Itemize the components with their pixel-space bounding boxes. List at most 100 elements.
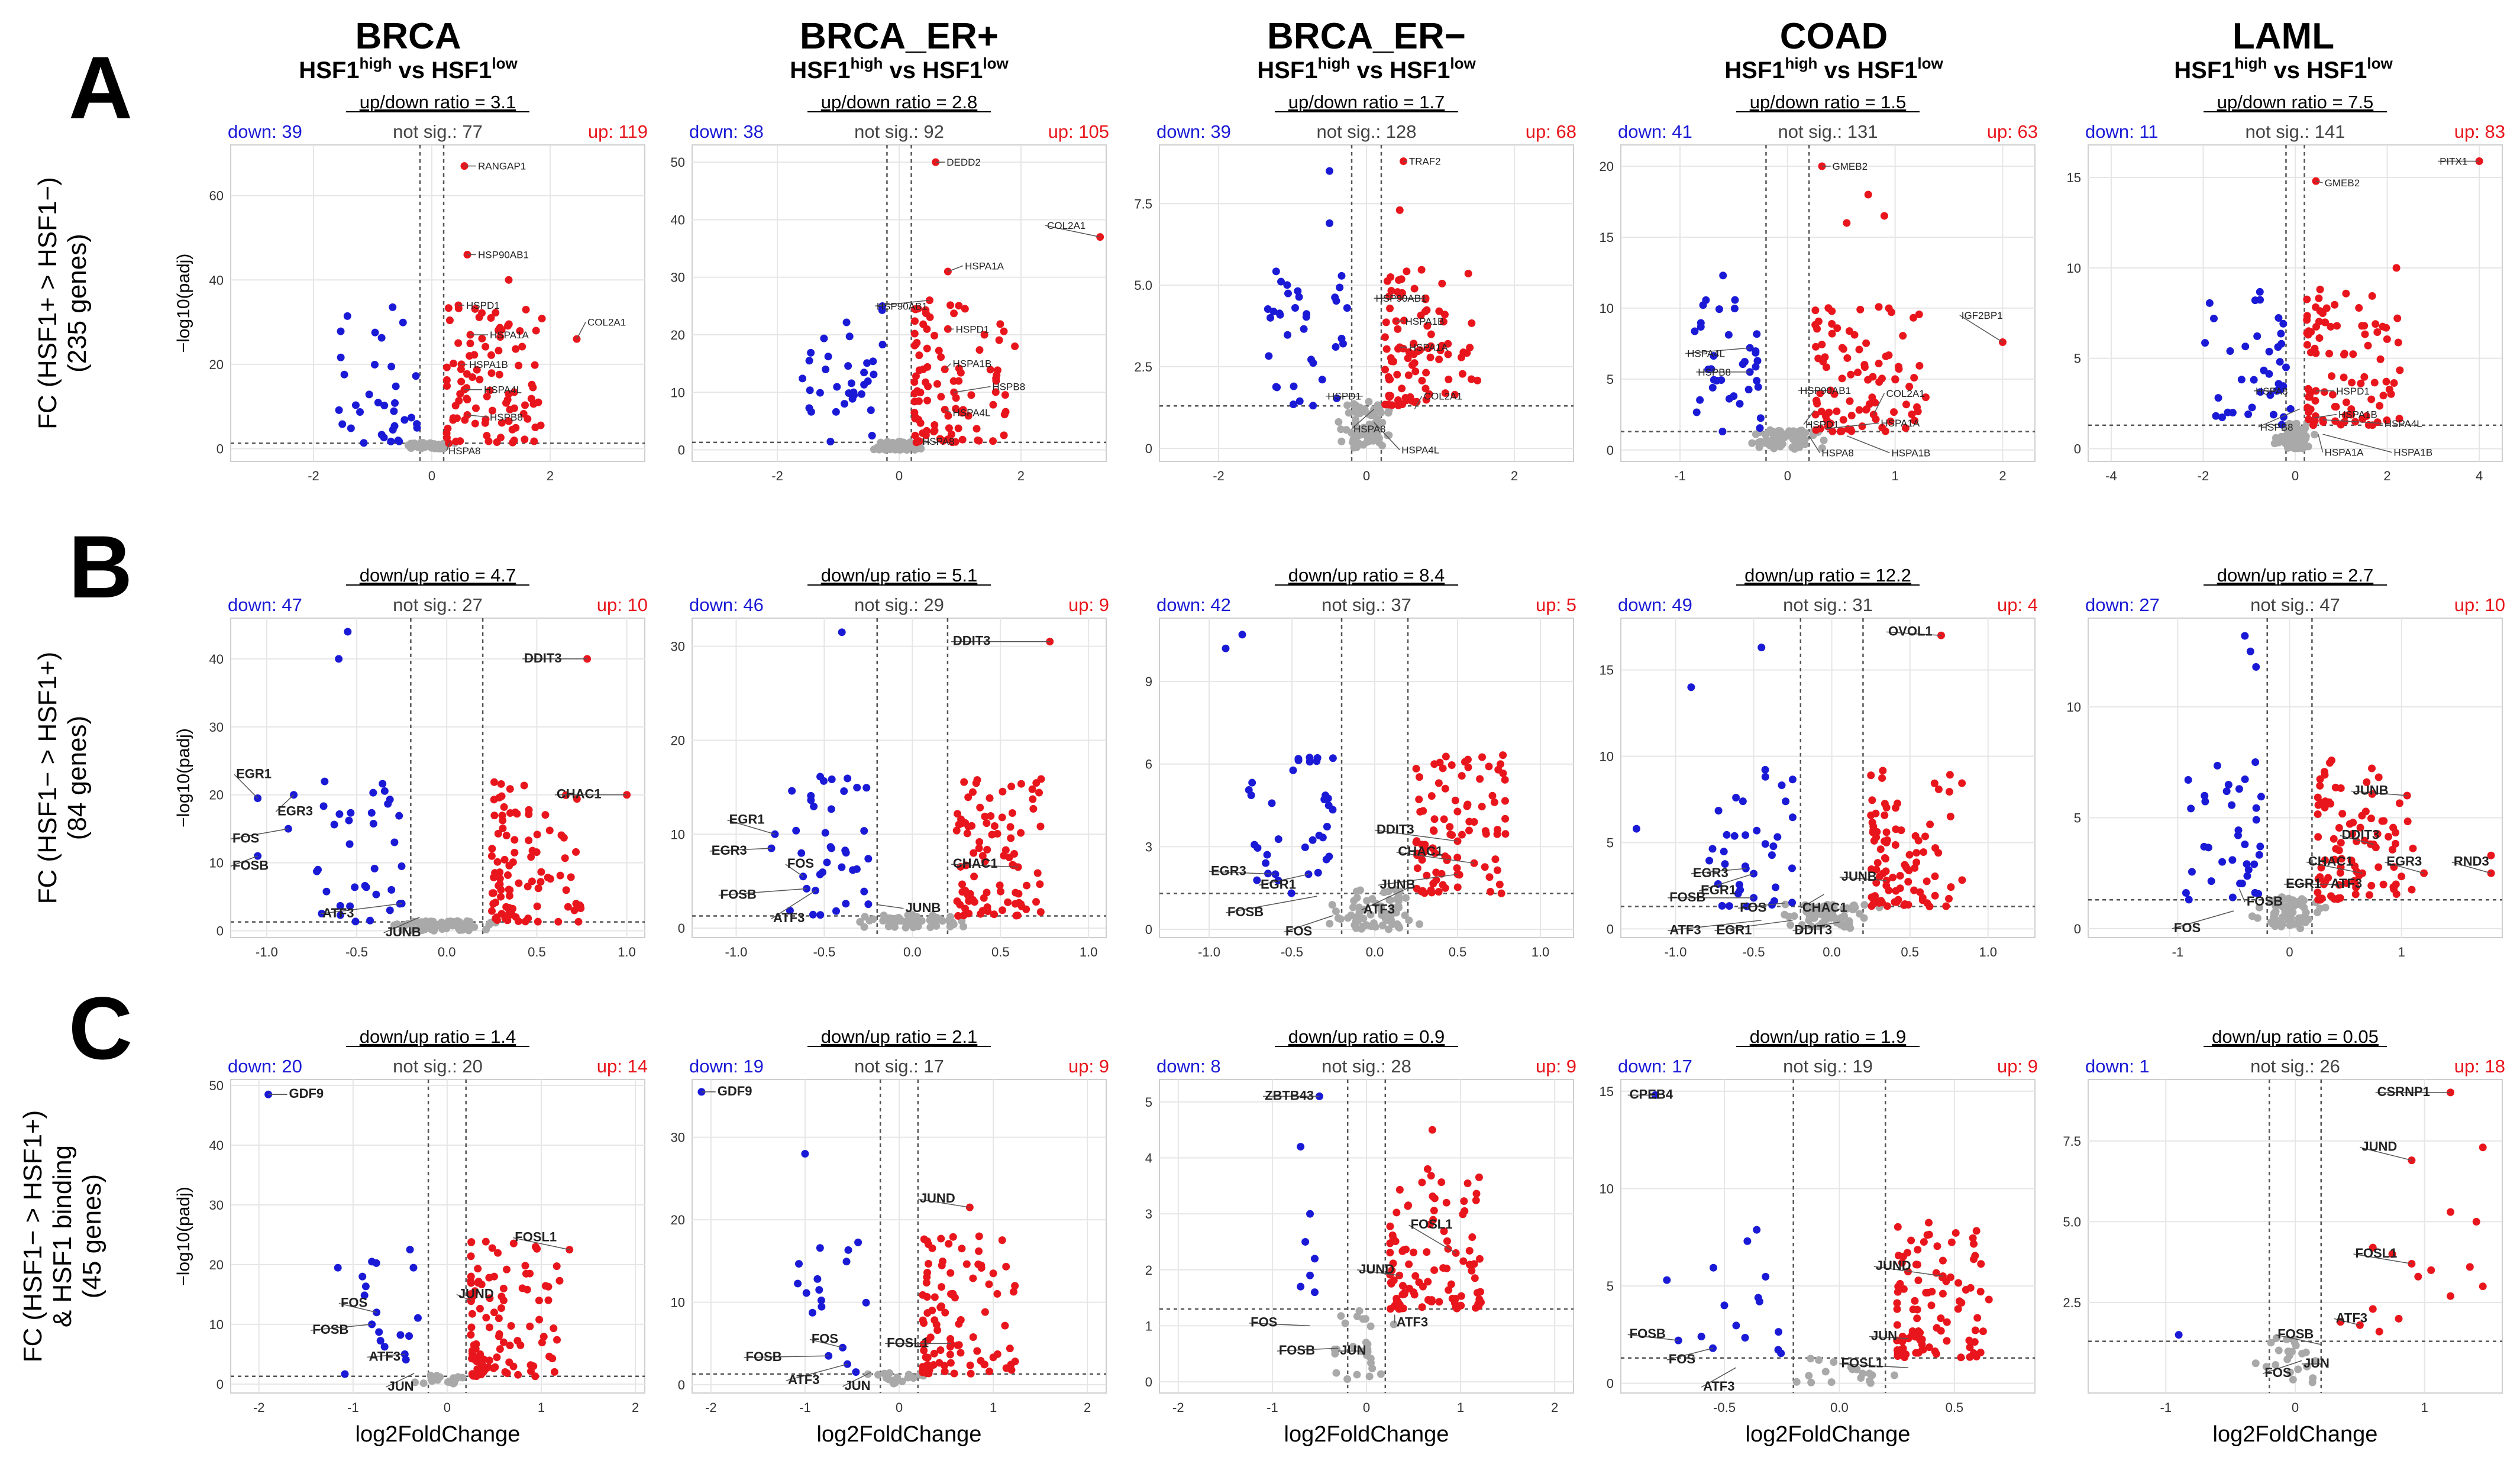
data-point: [380, 1343, 389, 1351]
data-point: [1788, 899, 1797, 907]
data-point: [340, 370, 348, 379]
gene-label-leader: [1378, 874, 1458, 886]
data-point: [937, 1234, 945, 1243]
data-point: [514, 1371, 522, 1379]
gene-label: FOS: [341, 1295, 367, 1310]
data-point: [2316, 307, 2324, 315]
data-point: [993, 829, 1001, 838]
data-point: [1864, 376, 1872, 384]
gene-label-leader: [718, 888, 807, 896]
data-point: [466, 340, 474, 348]
data-point: [405, 1332, 413, 1340]
data-point: [1878, 424, 1886, 432]
data-point-down: [368, 1258, 376, 1266]
column-subtitle: HSF1high vs HSF1low: [299, 54, 518, 83]
y-tick-label: 30: [209, 1198, 224, 1213]
data-point: [509, 1362, 518, 1371]
y-tick-label: 10: [2067, 261, 2081, 276]
data-point: [1754, 1294, 1762, 1302]
data-point: [1438, 279, 1446, 287]
data-point: [1872, 896, 1881, 904]
gene-label: JUND: [458, 1286, 494, 1301]
data-point: [493, 438, 501, 446]
data-point: [2262, 1363, 2270, 1371]
data-point: [2292, 424, 2301, 432]
y-tick-label: 20: [1600, 159, 1614, 174]
data-point: [1248, 778, 1256, 787]
data-point: [1732, 1321, 1740, 1330]
gene-label: ATF3: [369, 1349, 400, 1363]
data-point: [1012, 888, 1020, 897]
data-point: [2374, 863, 2383, 871]
data-point: [1035, 788, 1043, 797]
data-point: [502, 832, 511, 840]
y-tick-label: 40: [209, 1138, 224, 1153]
gene-label: FOSB: [1227, 904, 1264, 919]
data-point: [390, 407, 398, 415]
data-point: [1432, 876, 1440, 884]
x-tick-label: 1: [990, 1400, 997, 1415]
data-point: [1770, 897, 1778, 905]
data-point: [574, 917, 583, 926]
data-point: [1886, 417, 1895, 425]
data-point: [379, 780, 387, 788]
data-point: [1439, 1264, 1448, 1272]
data-point: [1289, 766, 1297, 774]
data-point-up: [919, 1368, 927, 1376]
data-point-up: [947, 1290, 955, 1298]
data-point: [1467, 375, 1475, 383]
down-count: down: 42: [1156, 594, 1231, 615]
data-point: [954, 912, 962, 920]
data-point: [1828, 427, 1837, 435]
data-point: [922, 431, 930, 439]
data-point: [2251, 1359, 2260, 1368]
data-point: [998, 813, 1006, 822]
data-point: [904, 1373, 912, 1382]
x-tick-label: 0: [1784, 468, 1791, 483]
data-point: [1414, 347, 1422, 355]
data-point: [1436, 758, 1444, 767]
data-point: [336, 901, 344, 910]
data-point: [1855, 406, 1863, 414]
y-tick-label: 20: [671, 733, 685, 748]
data-point: [538, 315, 546, 323]
data-point: [390, 399, 399, 407]
data-point-down: [1306, 1271, 1314, 1279]
data-point: [505, 417, 513, 425]
data-point: [1422, 396, 1430, 404]
x-tick-label: 2: [1551, 1400, 1558, 1415]
data-point: [2364, 341, 2372, 350]
data-point: [1427, 886, 1435, 894]
data-point: [933, 1326, 942, 1334]
x-tick-label: 0.5: [1901, 945, 1919, 959]
data-point: [525, 806, 533, 814]
data-point: [2184, 775, 2192, 784]
data-point: [1332, 907, 1340, 916]
y-tick-label: 30: [671, 270, 685, 285]
data-point: [2281, 910, 2289, 918]
data-point: [1477, 1288, 1485, 1296]
data-point: [330, 820, 338, 829]
data-point: [2403, 817, 2412, 826]
gene-label: HSPA1B: [2338, 409, 2377, 421]
data-point: [2277, 421, 2286, 429]
gene-label: FOSB: [2277, 1327, 2314, 1342]
data-point: [516, 327, 524, 335]
y-tick-label: 20: [209, 788, 224, 803]
data-point: [1856, 910, 1864, 918]
data-point-up: [490, 1308, 498, 1317]
data-point: [828, 775, 836, 784]
data-point: [2312, 349, 2320, 357]
x-tick-label: 2: [632, 1400, 639, 1415]
data-point: [1493, 866, 1501, 874]
y-tick-label: 0: [1145, 1375, 1152, 1389]
y-tick-label: 10: [1600, 1181, 1614, 1196]
data-point-up: [2447, 1208, 2454, 1216]
data-point: [1453, 854, 1462, 862]
data-point: [1843, 354, 1852, 362]
data-point: [1881, 811, 1889, 819]
data-point: [1332, 1369, 1340, 1377]
data-point: [975, 1247, 983, 1255]
